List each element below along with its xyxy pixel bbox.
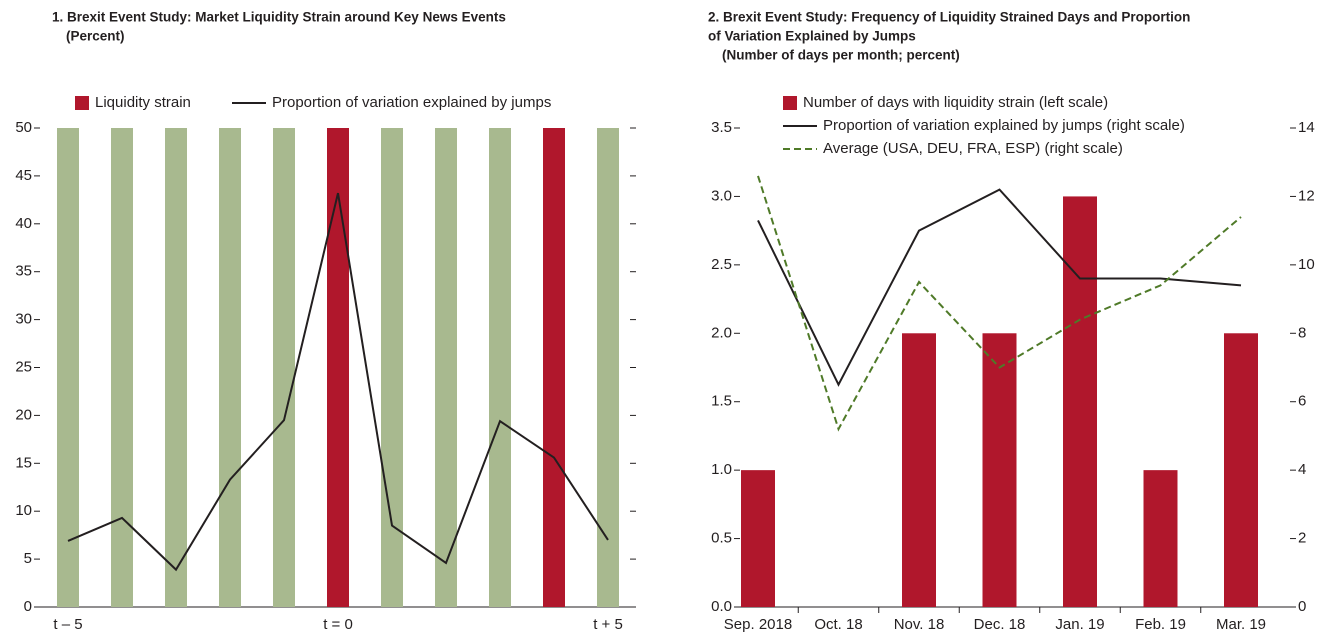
y-tick-label: 40	[15, 215, 32, 232]
y2-tick-label: 14	[1298, 119, 1315, 136]
legend-swatch	[783, 96, 797, 110]
bar	[273, 128, 295, 607]
legend-label: Proportion of variation explained by jum…	[823, 117, 1185, 134]
line-series	[757, 188, 1242, 387]
y-tick-label: 0.5	[711, 530, 732, 547]
y2-tick-label: 6	[1298, 393, 1306, 410]
y2-tick-label: 10	[1298, 256, 1315, 273]
y-tick-label: 2.5	[711, 256, 732, 273]
bar	[543, 128, 565, 607]
bar	[111, 128, 133, 607]
x-tick-label: Oct. 18	[814, 616, 862, 633]
y-tick-label: 5	[24, 550, 32, 567]
y-tick-label: 25	[15, 358, 32, 375]
y-tick-label: 35	[15, 263, 32, 280]
y-tick-label: 45	[15, 167, 32, 184]
y-tick-label: 3.5	[711, 119, 732, 136]
y-tick-label: 15	[15, 454, 32, 471]
bar	[219, 128, 241, 607]
bar	[741, 470, 775, 607]
legend-label: Proportion of variation explained by jum…	[272, 94, 551, 111]
bar	[597, 128, 619, 607]
x-tick-label: t + 5	[593, 616, 623, 633]
legend-label: Average (USA, DEU, FRA, ESP) (right scal…	[823, 140, 1123, 157]
bar	[902, 333, 936, 607]
bar	[57, 128, 79, 607]
x-tick-label: Nov. 18	[894, 616, 945, 633]
y-tick-label: 0	[24, 598, 32, 615]
x-tick-label: Jan. 19	[1055, 616, 1104, 633]
y-tick-label: 20	[15, 406, 32, 423]
y-tick-label: 1.5	[711, 393, 732, 410]
x-tick-label: t – 5	[53, 616, 82, 633]
legend-label: Liquidity strain	[95, 94, 191, 111]
y2-tick-label: 0	[1298, 598, 1306, 615]
y-tick-label: 10	[15, 502, 32, 519]
legend-swatch	[75, 96, 89, 110]
bar	[982, 333, 1017, 607]
line-series	[67, 192, 609, 572]
y-tick-label: 2.0	[711, 324, 732, 341]
bar	[1224, 333, 1258, 607]
y-tick-label: 30	[15, 311, 32, 328]
y2-tick-label: 2	[1298, 530, 1306, 547]
bar	[165, 128, 187, 607]
bar	[1063, 196, 1097, 607]
chart-title: 1. Brexit Event Study: Market Liquidity …	[52, 10, 506, 25]
y-tick-label: 50	[15, 119, 32, 136]
y2-tick-label: 4	[1298, 461, 1306, 478]
y-tick-label: 3.0	[711, 187, 732, 204]
bar	[489, 128, 511, 607]
chart-subtitle: (Percent)	[66, 29, 125, 44]
bar	[435, 128, 457, 607]
y-tick-label: 1.0	[711, 461, 732, 478]
y2-tick-label: 12	[1298, 187, 1315, 204]
x-tick-label: Mar. 19	[1216, 616, 1266, 633]
chart-title: 2. Brexit Event Study: Frequency of Liqu…	[708, 10, 1190, 25]
x-tick-label: Dec. 18	[974, 616, 1026, 633]
bar	[381, 128, 403, 607]
bar	[1143, 470, 1178, 607]
x-tick-label: t = 0	[323, 616, 353, 633]
x-tick-label: Feb. 19	[1135, 616, 1186, 633]
y-tick-label: 0.0	[711, 598, 732, 615]
bar	[327, 128, 349, 607]
y2-tick-label: 8	[1298, 324, 1306, 341]
legend-label: Number of days with liquidity strain (le…	[803, 94, 1108, 111]
line-series	[757, 175, 1242, 432]
chart-subtitle: (Number of days per month; percent)	[722, 48, 960, 63]
chart-title: of Variation Explained by Jumps	[708, 29, 916, 44]
x-tick-label: Sep. 2018	[724, 616, 792, 633]
